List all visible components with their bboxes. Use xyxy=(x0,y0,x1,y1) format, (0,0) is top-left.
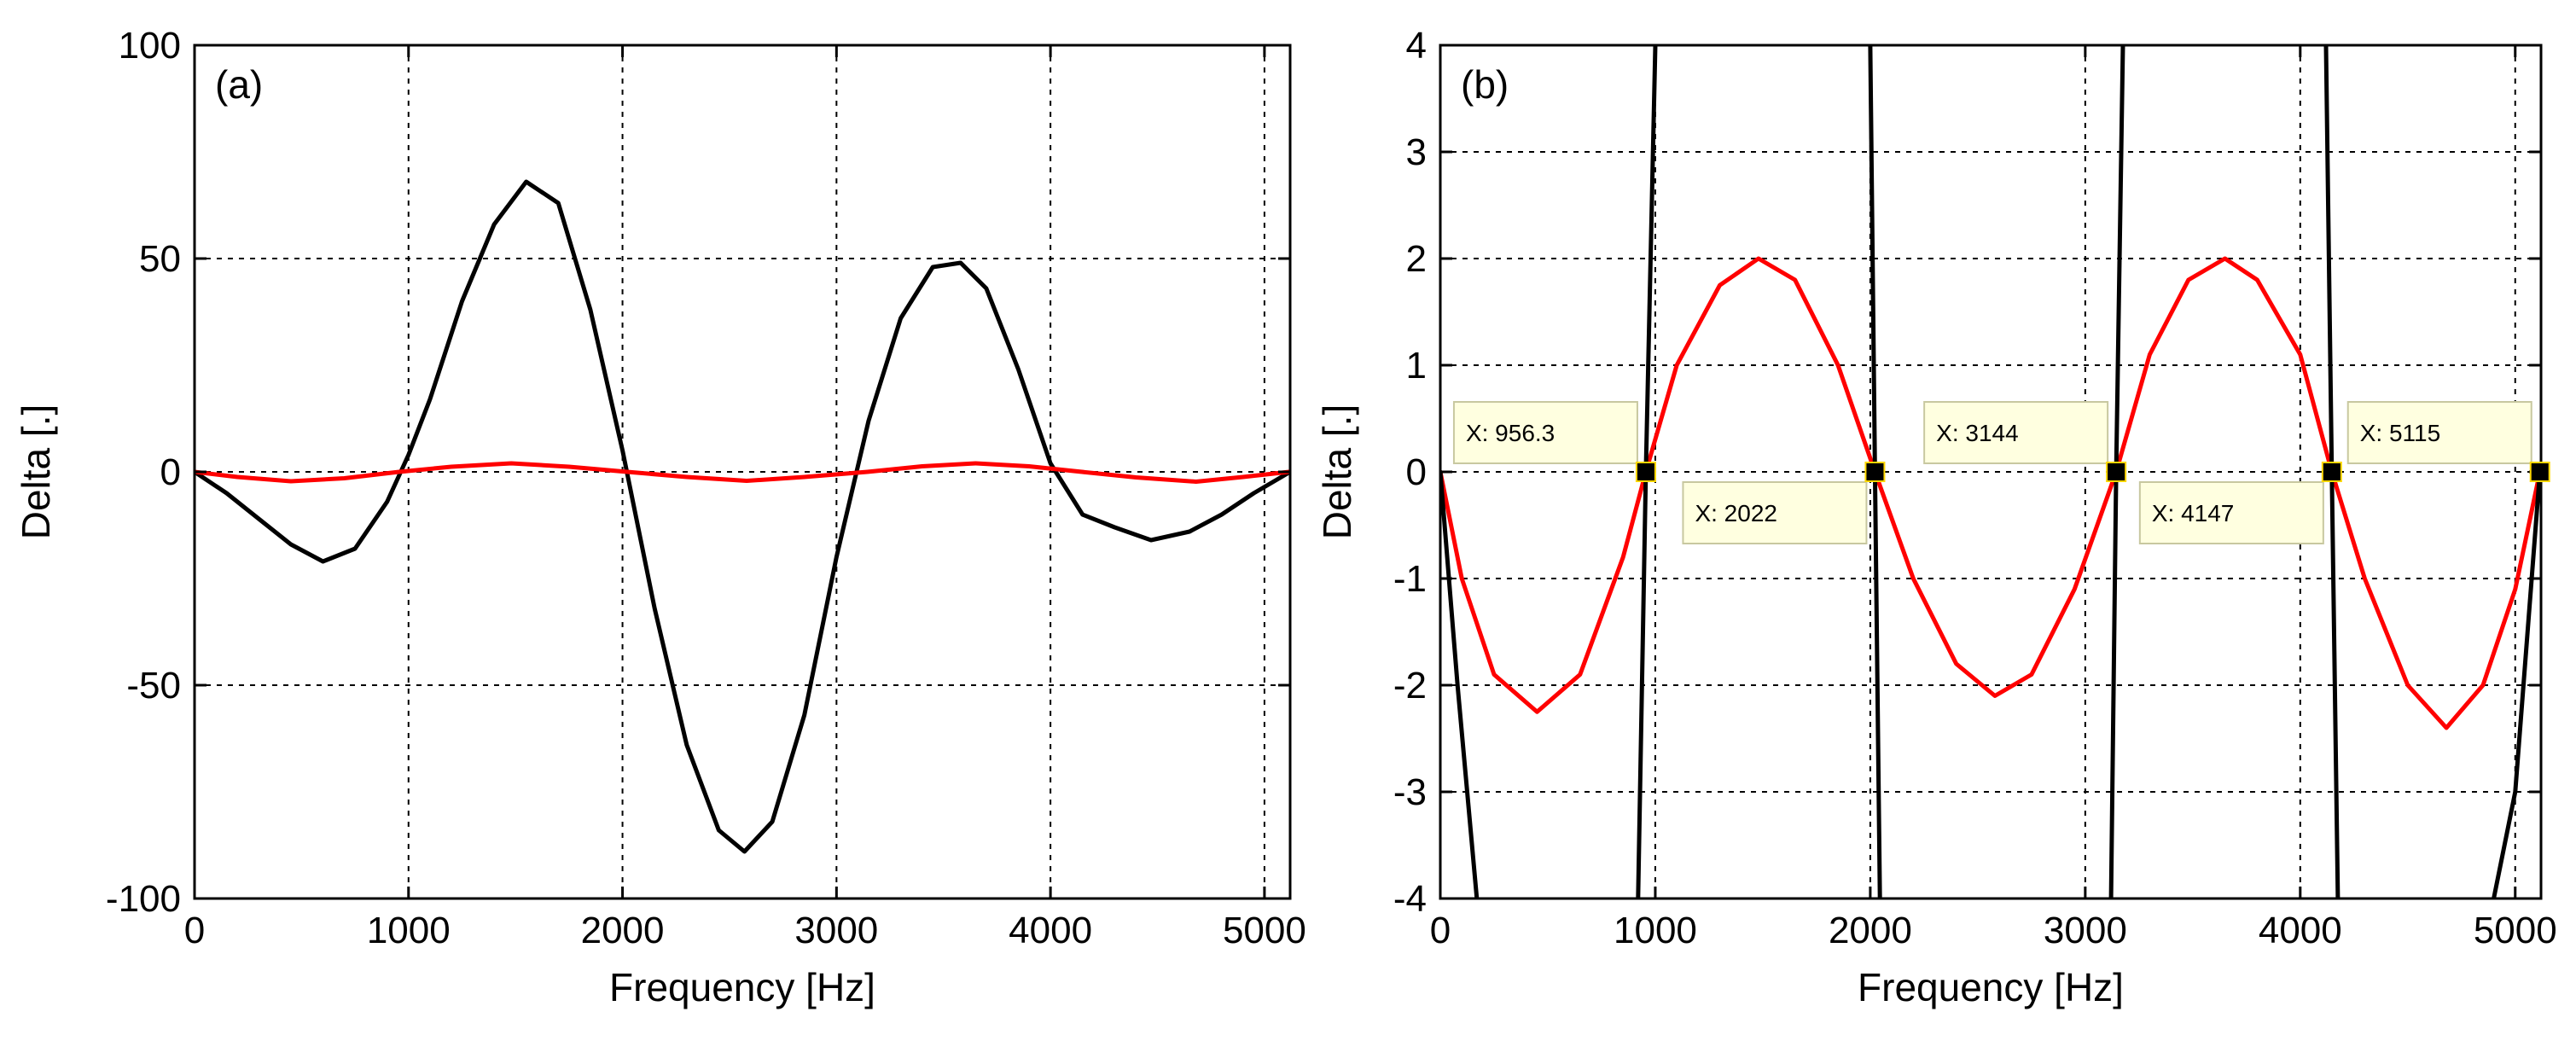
x-tick-label: 4000 xyxy=(2259,910,2342,951)
datatip-marker xyxy=(1635,462,1656,482)
y-tick-label: 50 xyxy=(139,238,181,280)
datatip-label: X: 3144 xyxy=(1936,420,2019,446)
panel-0: 0 1000 2000 3000 4000 5000 -100 -50 0 50 100 Freque… xyxy=(14,25,1306,1009)
datatip-marker xyxy=(2529,462,2550,482)
y-tick-label: 4 xyxy=(1406,25,1427,67)
x-tick-label: 3000 xyxy=(2044,910,2127,951)
x-tick-label: 0 xyxy=(1430,910,1451,951)
datatip-marker xyxy=(2106,462,2127,482)
series-red-line xyxy=(1440,256,2541,730)
series-black-line xyxy=(1440,469,1480,899)
x-tick-label: 2000 xyxy=(1829,910,1912,951)
series-black-line xyxy=(195,179,1290,854)
x-tick-label: 3000 xyxy=(794,910,878,951)
y-tick-label: -4 xyxy=(1393,878,1427,920)
y-axis-title: Delta [.] xyxy=(1315,404,1359,540)
datatip-box xyxy=(2138,481,2324,544)
datatip-box xyxy=(1923,401,2109,464)
y-tick-label: -100 xyxy=(106,878,181,920)
x-tick-label: 0 xyxy=(184,910,205,951)
panel-label: (b) xyxy=(1461,62,1509,107)
y-tick-label: 2 xyxy=(1406,238,1427,280)
y-tick-label: 1 xyxy=(1406,345,1427,387)
plot-area xyxy=(195,179,1290,854)
y-tick-label: 100 xyxy=(119,25,181,67)
y-tick-label: 3 xyxy=(1406,131,1427,173)
x-axis-title: Frequency [Hz] xyxy=(1858,965,2124,1009)
y-axis-title: Delta [.] xyxy=(14,404,58,540)
y-tick-label: 0 xyxy=(160,451,181,493)
y-tick-label: -3 xyxy=(1393,771,1427,813)
x-tick-label: 5000 xyxy=(2474,910,2557,951)
x-tick-label: 2000 xyxy=(581,910,665,951)
x-tick-label: 5000 xyxy=(1223,910,1306,951)
x-tick-label: 1000 xyxy=(1614,910,1697,951)
x-tick-label: 4000 xyxy=(1009,910,1092,951)
y-tick-label: -2 xyxy=(1393,665,1427,707)
series-red-line xyxy=(195,461,1290,484)
datatip-label: X: 5115 xyxy=(2360,420,2440,446)
datatip-label: X: 956.3 xyxy=(1466,420,1555,446)
datatip-box xyxy=(2346,401,2532,464)
datatip-label: X: 4147 xyxy=(2152,500,2235,526)
datatip-marker xyxy=(2321,462,2342,482)
panel-1: 0 1000 2000 3000 4000 5000 -4 -3 -2 -1 0 1 2 3 4 Freque… xyxy=(1315,25,2557,1009)
datatip-box xyxy=(1682,481,1868,544)
y-tick-label: 0 xyxy=(1406,451,1427,493)
x-axis-title: Frequency [Hz] xyxy=(609,965,875,1009)
y-tick-label: -1 xyxy=(1393,558,1427,600)
datatip-marker xyxy=(1864,462,1886,482)
y-tick-label: -50 xyxy=(126,665,181,707)
x-tick-label: 1000 xyxy=(367,910,451,951)
datatip-label: X: 2022 xyxy=(1695,500,1777,526)
datatip-box xyxy=(1452,401,1638,464)
panel-label: (a) xyxy=(215,62,263,107)
